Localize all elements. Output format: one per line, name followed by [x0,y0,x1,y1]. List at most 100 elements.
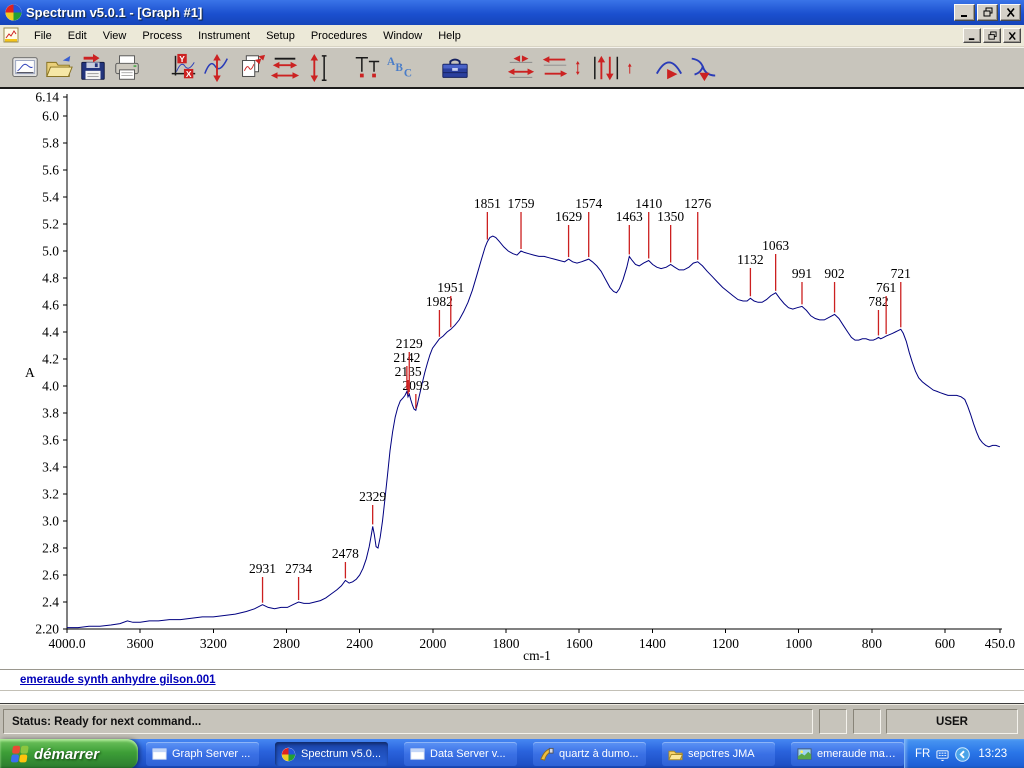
peak-label: 2142 [393,350,420,365]
peak-label: 1132 [737,252,764,267]
toolbar-save-button[interactable] [76,50,110,86]
x-tick-label: 3200 [200,636,227,651]
x-tick-label: 2800 [273,636,300,651]
peak-label: 1063 [762,238,789,253]
toolbar-copy-graph-button[interactable] [234,50,268,86]
toolbar-peak-arc-button[interactable] [652,50,686,86]
graph-document-icon[interactable] [3,27,20,44]
toolbar-peak-label-button[interactable] [350,50,384,86]
close-icon [1006,7,1015,18]
x-tick-label: 3600 [127,636,154,651]
toolbar-stretch-x-button[interactable] [538,50,572,86]
mdi-close-icon [1008,31,1016,40]
clock: 13:23 [978,748,1008,760]
menu-item-procedures[interactable]: Procedures [310,29,368,42]
toolbar-arrows-up-down-button[interactable] [590,50,624,86]
expand-y-icon [310,53,327,82]
y-tick-label: 4.0 [42,379,59,394]
close-button[interactable] [1000,4,1021,21]
peak-label: 721 [891,266,911,281]
start-button[interactable]: démarrer [0,739,138,768]
toolbar-valley-arc-button[interactable] [686,50,720,86]
status-message: Status: Ready for next command... [12,715,202,728]
menu-item-edit[interactable]: Edit [67,29,87,42]
menu-item-help[interactable]: Help [438,29,461,42]
peak-label: 2734 [285,561,312,576]
toolbar-arrow-up-button[interactable] [624,50,642,86]
peak-label: 1951 [437,280,464,295]
taskbar-button-emeraude-mad[interactable]: emeraude mad... [791,742,904,766]
restore-icon [983,7,992,17]
mdi-close-button[interactable] [1003,28,1021,43]
mdi-restore-button[interactable] [983,28,1001,43]
spectrum-file-link[interactable]: emeraude synth anhydre gilson.001 [20,674,216,686]
peak-label: 1350 [657,209,684,224]
toolbar-expand-y-button[interactable] [302,50,336,86]
language-indicator[interactable]: FR [915,748,931,760]
peak-label: 2478 [332,546,359,561]
new-graph-icon [12,56,38,77]
menu-item-file[interactable]: File [34,29,52,42]
toolbar-compress-x-button[interactable] [504,50,538,86]
y-tick-label: 3.2 [42,487,59,502]
y-tick-label: 5.0 [42,244,59,259]
peak-label: 782 [868,294,888,309]
language-bar-icon[interactable] [936,748,949,761]
mdi-minimize-icon [968,37,974,40]
spectrum-plot[interactable]: 6.14 6.0 5.8 5.6 5.4 5.2 5.0 4.8 4.6 4.4 4.2 4.0 3.8… [0,89,1024,669]
toolbar-new-graph-button[interactable] [8,50,42,86]
peak-label: 1851 [474,196,501,211]
x-tick-label: 800 [862,636,883,651]
toolbar-rescale-y-button[interactable] [200,50,234,86]
y-tick-label: 4.4 [42,325,59,340]
chart-area[interactable]: 6.14 6.0 5.8 5.6 5.4 5.2 5.0 4.8 4.6 4.4 4.2 4.0 3.8… [0,89,1024,669]
menu-item-instrument[interactable]: Instrument [198,29,251,42]
menu-item-setup[interactable]: Setup [266,29,295,42]
axes-xy-icon: YX [171,53,196,78]
window-title: Spectrum v5.0.1 - [Graph #1] [26,5,203,20]
peak-label: 991 [792,266,812,281]
svg-text:C: C [404,67,412,79]
toolbar-toolbox-button[interactable] [438,50,472,86]
print-icon [115,54,139,80]
toolbar-print-button[interactable] [110,50,144,86]
taskbar-button-spectrum-v5-0[interactable]: Spectrum v5.0... [275,742,388,766]
folder-icon [668,750,683,760]
taskbar-button-data-server-v[interactable]: Data Server v... [404,742,517,766]
taskbar: démarrer Graph Server ... Spectrum v5.0..… [0,739,1024,768]
x-tick-label: 4000.0 [48,636,85,651]
file-list-row: emeraude synth anhydre gilson.001 [0,670,1024,691]
svg-text:A: A [387,56,396,68]
y-tick-label: 4.6 [42,298,59,313]
y-tick-label: 5.6 [42,163,59,178]
minimize-button[interactable] [954,4,975,21]
file-list: emeraude synth anhydre gilson.001 [0,669,1024,703]
peak-label: 1982 [426,294,453,309]
menu-item-window[interactable]: Window [383,29,423,42]
window-icon [152,747,167,760]
expand-x-icon [270,57,300,79]
rescale-y-icon [204,53,228,82]
valley-arc-icon [691,57,716,81]
mdi-minimize-button[interactable] [963,28,981,43]
toolbar-open-folder-button[interactable] [42,50,76,86]
y-tick-label: 3.0 [42,514,59,529]
taskbar-button-quartz-dumo[interactable]: quartz à dumo... [533,742,646,766]
peak-label: 2135 [395,364,422,379]
x-tick-label: 1600 [566,636,593,651]
tray-chevron-icon[interactable] [955,746,971,762]
toolbar-compress-y-button[interactable] [572,50,590,86]
status-message-panel: Status: Ready for next command... [3,709,813,734]
peak-label: 1276 [684,196,711,211]
taskbar-button-sepctres-jma[interactable]: sepctres JMA [662,742,775,766]
menu-item-process[interactable]: Process [142,29,183,42]
menu-item-view[interactable]: View [102,29,127,42]
restore-button[interactable] [977,4,998,21]
taskbar-button-graph-server[interactable]: Graph Server ... [146,742,259,766]
x-tick-label: 1800 [493,636,520,651]
x-tick-label: 2000 [419,636,446,651]
toolbar-expand-x-button[interactable] [268,50,302,86]
